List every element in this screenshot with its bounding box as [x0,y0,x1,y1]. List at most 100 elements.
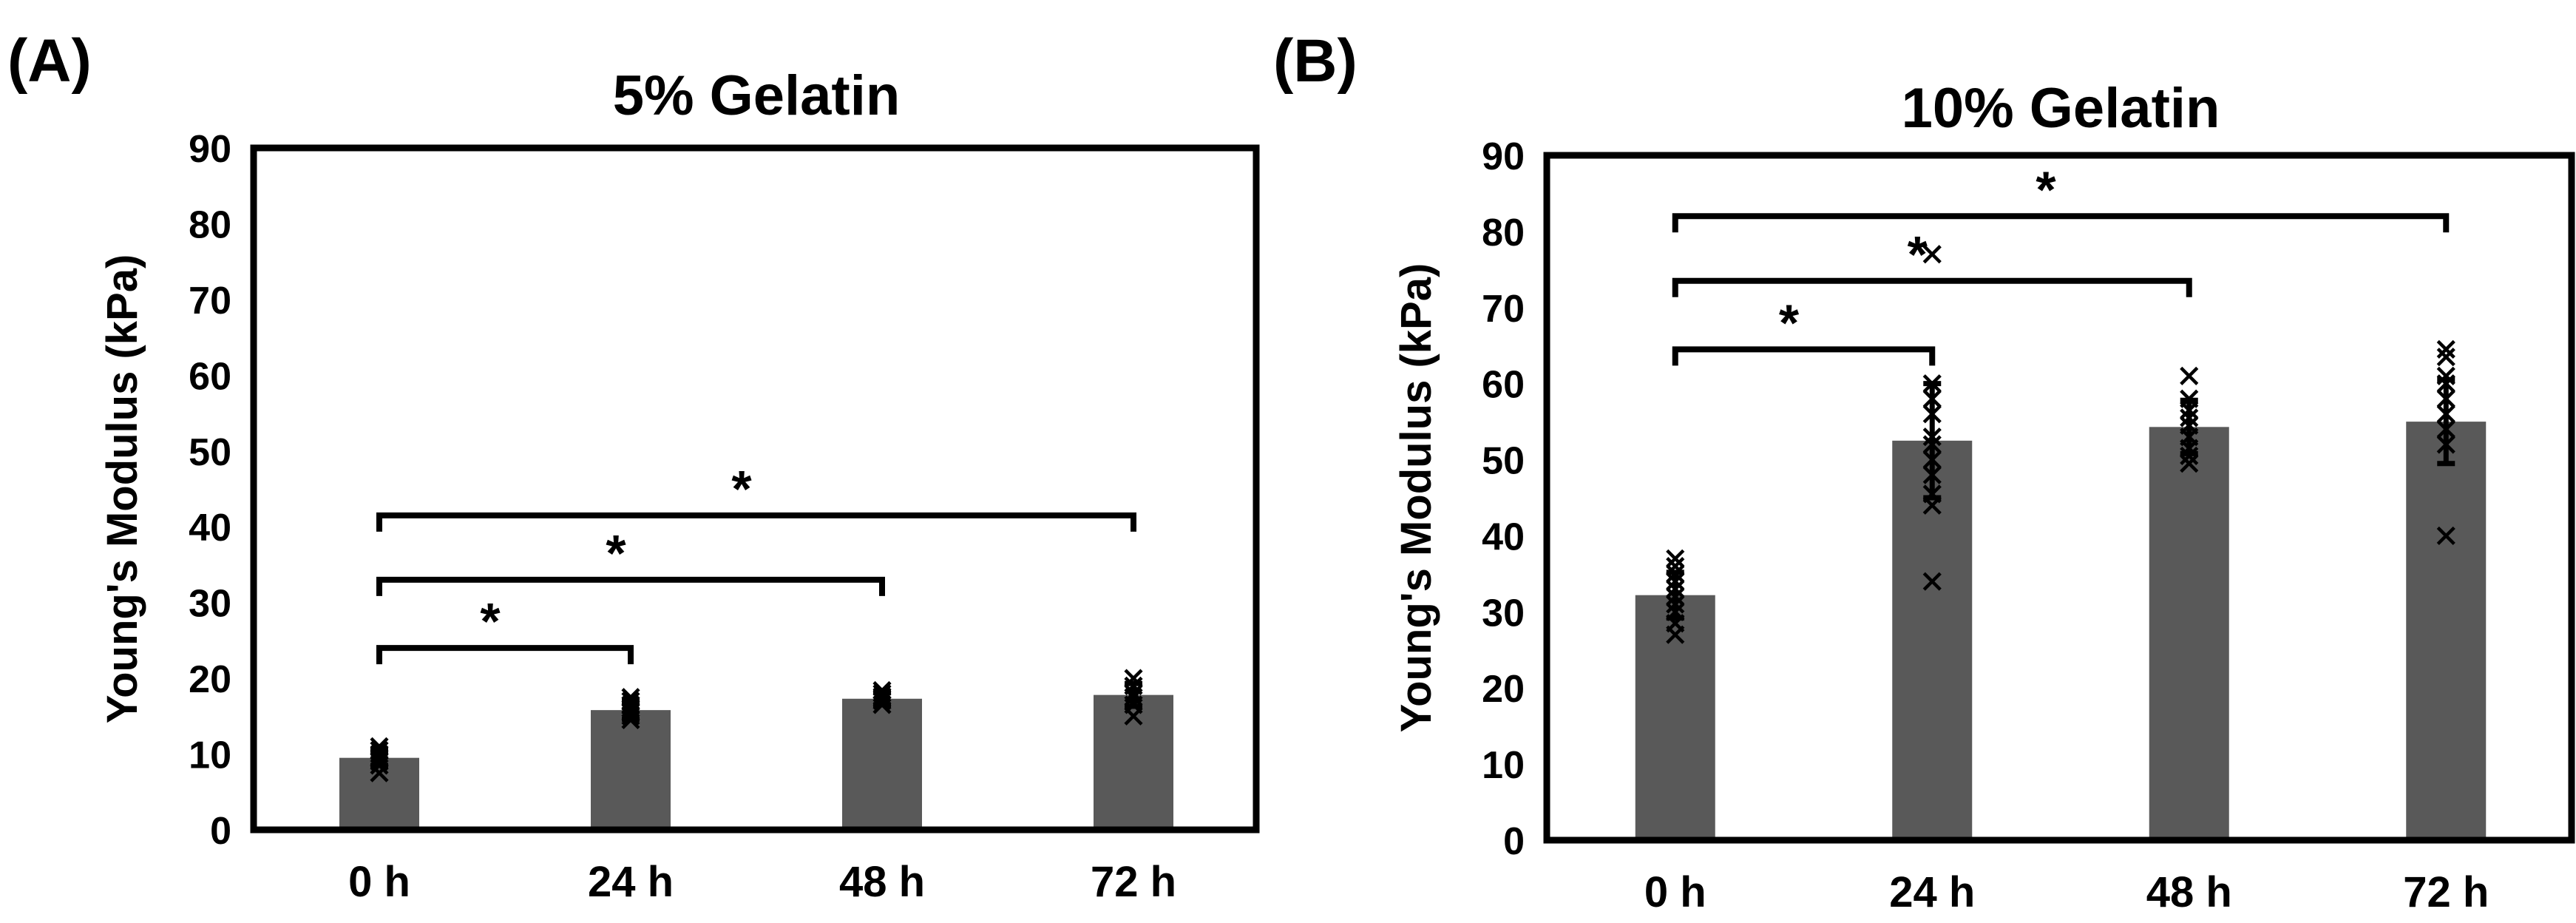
data-point [1922,450,1942,470]
significance-bracket [376,645,634,665]
y-axis-label: Young's Modulus (kPa) [1392,263,1440,733]
x-tick-label: 48 h [839,858,925,906]
data-point [370,744,389,764]
y-tick-label: 40 [1482,515,1525,558]
x-tick-label: 24 h [588,858,674,906]
data-point [2436,419,2455,439]
data-point [1922,245,1942,264]
y-tick-label: 60 [189,355,231,398]
data-point [621,692,640,711]
data-point [2180,389,2199,408]
bar [1635,595,1715,840]
data-point [2180,446,2199,466]
y-tick-label: 50 [1482,440,1525,483]
y-tick-label: 80 [1482,212,1525,254]
data-point [2180,454,2199,473]
data-point [872,680,892,700]
data-point [621,688,640,707]
x-tick-label: 24 h [1889,868,1975,916]
significance-star: * [2036,160,2056,218]
bar [842,698,922,830]
data-point [1922,572,1942,591]
plot-frame [1543,152,2575,844]
y-tick-label: 0 [210,810,231,853]
y-tick-label: 30 [189,583,231,626]
data-point [2180,416,2199,435]
data-point [2436,526,2455,546]
data-point [872,687,892,706]
data-point [1922,374,1942,393]
data-point [1666,549,1685,568]
data-point [2436,348,2455,367]
data-point [1666,557,1685,576]
chart-title: 5% Gelatin [613,64,901,127]
data-point [2436,435,2455,454]
y-tick-label: 30 [1482,592,1525,635]
x-tick-label: 0 h [348,858,410,906]
data-point [1666,572,1685,591]
x-tick-label: 72 h [2403,868,2489,916]
chart-title: 10% Gelatin [1902,77,2220,140]
significance-bracket [1672,213,2450,233]
y-tick-label: 50 [189,431,231,474]
data-point [1922,405,1942,424]
bar [1892,440,1973,840]
data-point [1922,435,1942,454]
data-point [1666,602,1685,621]
data-point [872,684,892,703]
x-tick-label: 0 h [1644,868,1706,916]
y-tick-label: 20 [189,658,231,701]
plot-frame [250,144,1260,834]
significance-star: * [1779,294,1800,351]
data-point [2436,366,2455,385]
data-point [1666,595,1685,614]
data-point [370,740,389,760]
significance-star: * [480,592,501,650]
data-point [1124,676,1143,695]
data-point [1922,389,1942,408]
data-point [2436,389,2455,408]
x-tick-label: 48 h [2146,868,2232,916]
panel-a: (A) 5% Gelatin Young's Modulus (kPa) 0 10 20 3… [7,27,1260,906]
y-tick-label: 90 [1482,135,1525,178]
significance-star: * [1908,226,1928,283]
data-point [1922,484,1942,504]
bar [2406,422,2487,840]
data-point [2436,374,2455,393]
significance-star: * [606,524,626,582]
y-tick-label: 20 [1482,668,1525,711]
y-tick-label: 90 [189,128,231,171]
y-tick-label: 80 [189,203,231,246]
significance-bracket [1672,346,1936,366]
y-tick-label: 10 [1482,744,1525,787]
data-point [621,695,640,714]
significance-bracket [376,512,1136,532]
x-tick-label: 72 h [1091,858,1176,906]
data-point [1666,564,1685,584]
data-point [1124,669,1143,688]
data-point [370,737,389,756]
panel-b: (B) 10% Gelatin Young's Modulus (kPa) 0 10 20… [1273,27,2575,916]
data-point [2180,366,2199,385]
significance-bracket [1672,277,2192,297]
data-point [1666,579,1685,599]
data-point [2436,405,2455,424]
bar [591,710,671,830]
y-tick-label: 70 [1482,288,1525,331]
data-point [2436,339,2455,359]
data-point [2180,408,2199,427]
y-axis-label: Young's Modulus (kPa) [98,254,146,724]
y-tick-label: 10 [189,734,231,777]
bar [2149,427,2229,840]
y-tick-label: 0 [1503,820,1525,863]
panel-label: (B) [1273,27,1358,95]
significance-bracket [376,576,885,596]
panel-label: (A) [7,27,92,95]
y-tick-label: 40 [189,507,231,550]
data-point [1922,427,1942,447]
data-point [1666,587,1685,606]
y-tick-label: 60 [1482,364,1525,407]
data-point [1922,465,1942,484]
y-tick-label: 70 [189,280,231,322]
